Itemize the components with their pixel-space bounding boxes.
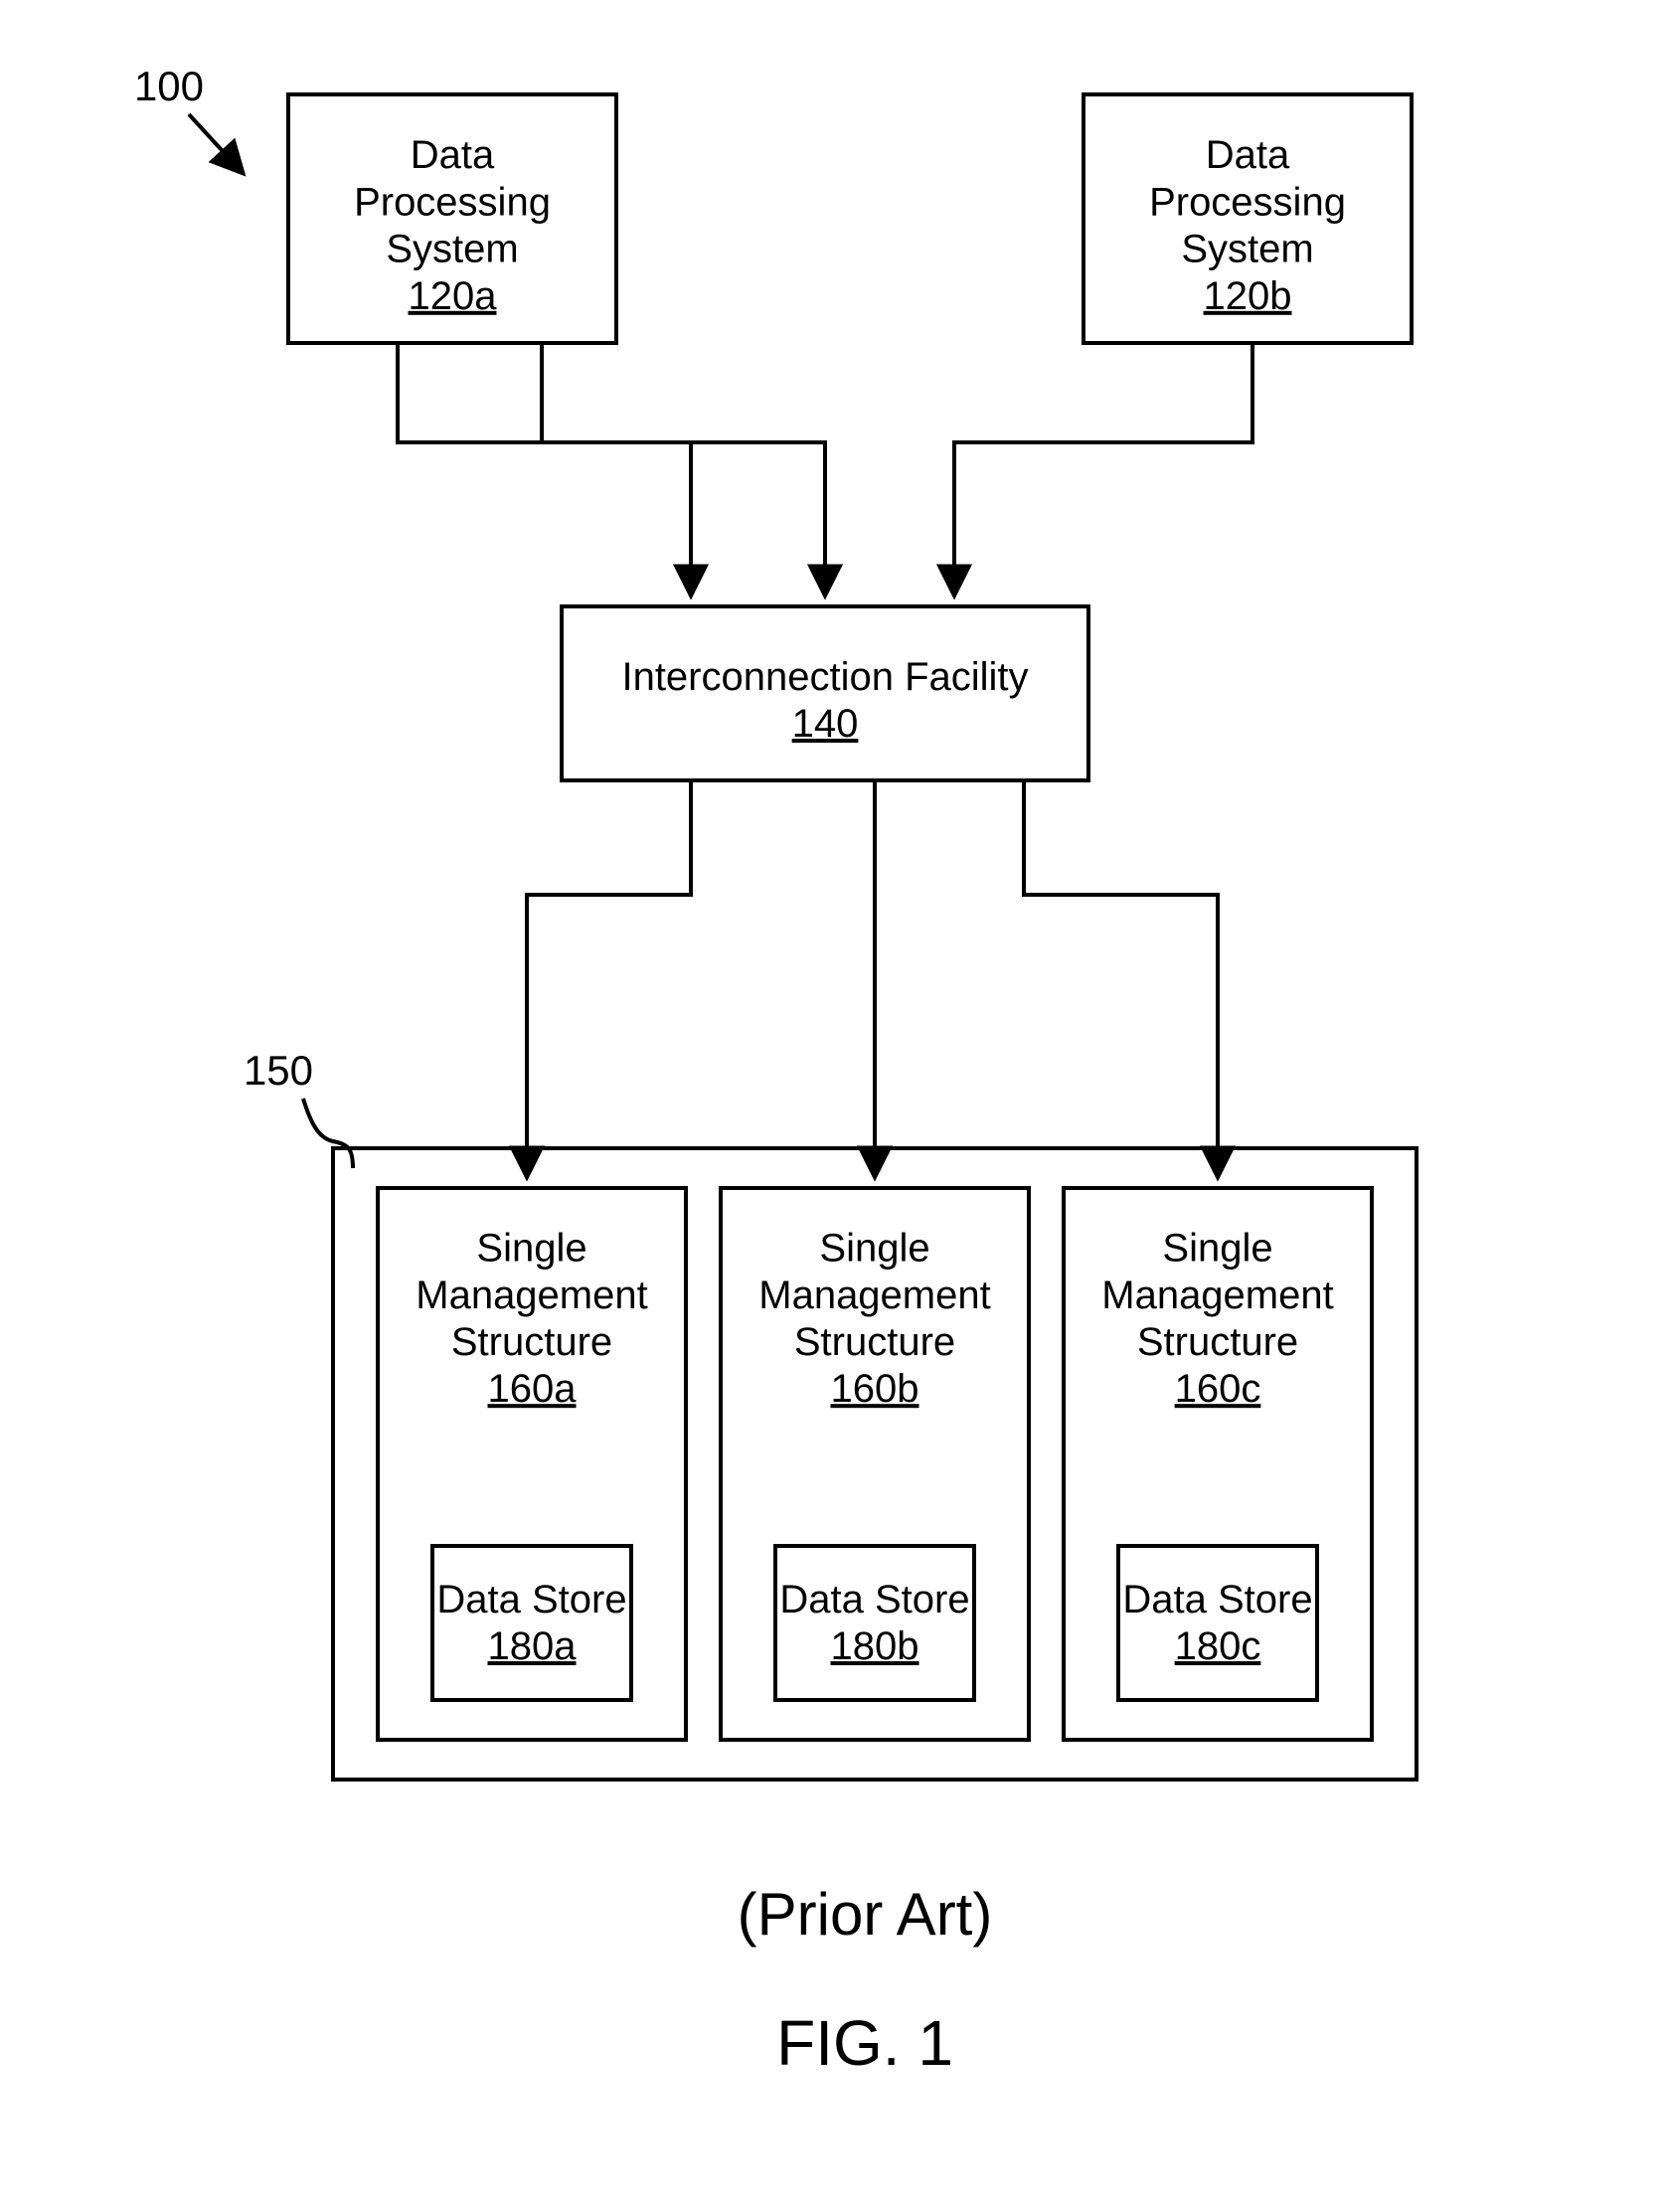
interconnect-node-label: Interconnection Facility [621,655,1028,699]
arrow-dps-a-right [542,343,825,596]
sms-a-node-store-id: 180a [488,1624,578,1668]
sms-b-node-label: Management [758,1274,990,1317]
dps-a-node-label: Processing [354,180,551,224]
dps-a-node-label: Data [411,133,495,177]
arrow-ic-right [1024,780,1218,1178]
arrow-ic-left [527,780,691,1178]
ref-arrow-100 [189,114,244,174]
sms-b-node-store [775,1546,974,1700]
sms-a-node-label: Single [476,1227,586,1271]
dps-b-node-id: 120b [1204,274,1292,318]
interconnect-node-id: 140 [792,702,859,746]
sms-b-node-label: Single [819,1227,929,1271]
sms-a-node-label: Structure [451,1320,612,1364]
sms-c-node-label: Single [1162,1227,1272,1271]
sms-a-node-store-label: Data Store [436,1578,626,1621]
sms-c-node-store-label: Data Store [1122,1578,1312,1621]
sms-a-node-label: Management [416,1274,647,1317]
sms-b-node-store-label: Data Store [779,1578,969,1621]
dps-b-node-label: Data [1206,133,1290,177]
arrow-dps-b [954,343,1252,596]
ref-label-100: 100 [134,63,204,109]
dps-b-node-label: System [1181,228,1313,271]
dps-b-node-label: Processing [1149,180,1346,224]
sms-c-node-store [1118,1546,1317,1700]
sms-c-node-label: Structure [1137,1320,1298,1364]
arrow-dps-a-left [398,343,691,596]
figure-label: FIG. 1 [776,2007,953,2079]
sms-a-node-id: 160a [488,1367,578,1411]
sms-a-node-store [432,1546,631,1700]
dps-a-node-id: 120a [409,274,498,318]
sms-c-node-store-id: 180c [1175,1624,1261,1668]
sms-b-node-store-id: 180b [831,1624,919,1668]
sms-c-node-label: Management [1101,1274,1333,1317]
sms-b-node-id: 160b [831,1367,919,1411]
caption-prior-art: (Prior Art) [738,1881,993,1948]
sms-c-node-id: 160c [1175,1367,1261,1411]
ref-label-150: 150 [244,1047,313,1094]
dps-a-node-label: System [386,228,518,271]
sms-b-node-label: Structure [794,1320,955,1364]
